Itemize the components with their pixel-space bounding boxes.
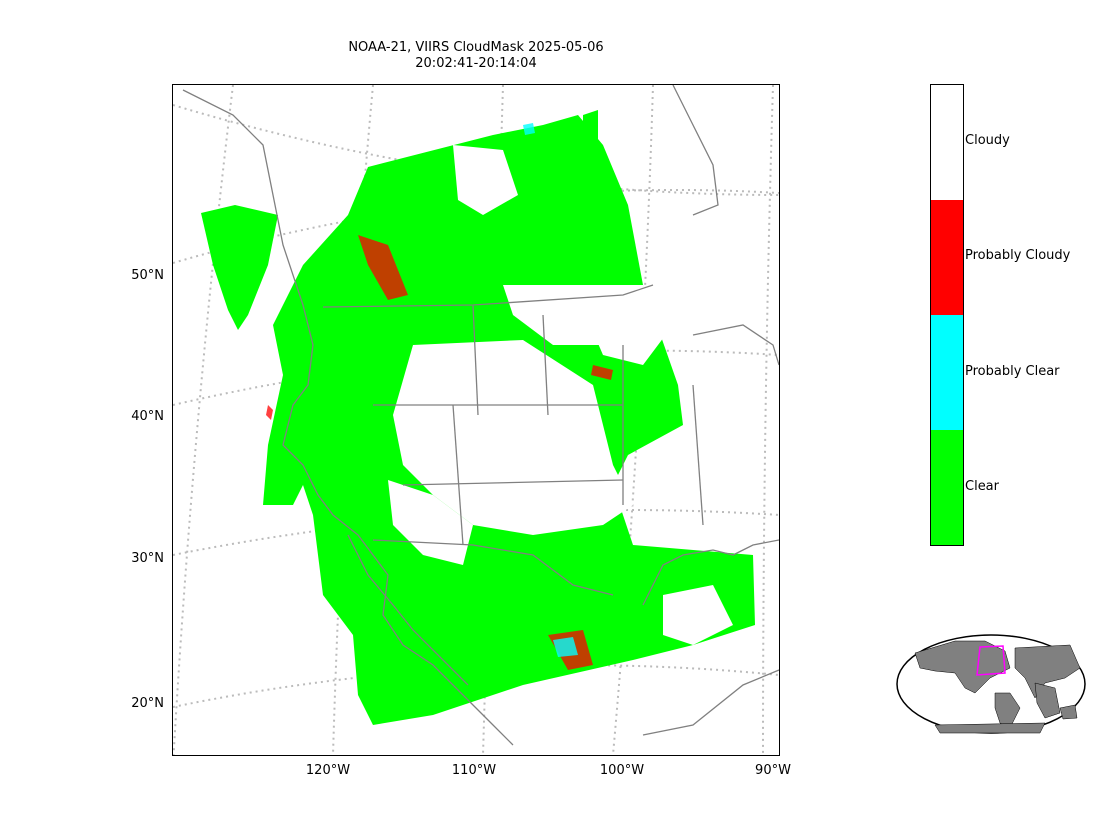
gulf-coast (642, 539, 779, 606)
state-line-7 (452, 404, 464, 546)
west-coast (182, 89, 514, 746)
inset-canvas (896, 634, 1086, 734)
colorbar-segment-cloudy (931, 85, 963, 200)
colorbar-label-probably-clear: Probably Clear (965, 364, 1060, 379)
state-line-4 (402, 479, 624, 486)
colorbar-label-cloudy: Cloudy (965, 133, 1010, 148)
state-line-6 (692, 384, 704, 526)
inset-world-map (895, 633, 1087, 735)
great-lakes (692, 324, 779, 366)
lon-label-90w: 90°W (755, 763, 791, 778)
state-line-2 (542, 314, 549, 416)
caribbean-coast (642, 669, 779, 736)
colorbar-label-probably-cloudy: Probably Cloudy (965, 248, 1071, 263)
us-mexico-border (372, 539, 614, 596)
colorbar-segment-clear (931, 430, 963, 545)
lat-label-20: 20°N (131, 696, 164, 711)
colorbar-segment-probably-clear (931, 315, 963, 430)
colorbar-label-clear: Clear (965, 479, 999, 494)
baja-peninsula (347, 534, 469, 686)
lat-label-40: 40°N (131, 409, 164, 424)
coastlines-and-borders (182, 85, 779, 746)
map-panel (172, 84, 780, 756)
map-title: NOAA-21, VIIRS CloudMask 2025-05-06 20:0… (172, 40, 780, 72)
lat-label-30: 30°N (131, 551, 164, 566)
us-canada-border (322, 284, 654, 308)
hudson-bay-coast (672, 85, 719, 216)
cloudmask-swath (201, 110, 755, 725)
inset-region-box (976, 645, 1006, 676)
swath-clear-northeast (583, 110, 598, 140)
cloud-region-northern (453, 145, 518, 215)
colorbar-segment-probably-cloudy (931, 200, 963, 315)
colorbar (930, 84, 964, 546)
lon-label-110w: 110°W (451, 763, 497, 778)
lat-label-50: 50°N (131, 268, 164, 283)
title-line-2: 20:02:41-20:14:04 (415, 56, 537, 71)
swath-clear-west-strip (201, 205, 278, 330)
graticule (173, 85, 779, 755)
cloud-region-central (393, 340, 633, 535)
lon-label-100w: 100°W (599, 763, 645, 778)
probably-clear-areas (523, 123, 578, 657)
inset-land (914, 640, 1081, 734)
state-line-1 (472, 304, 479, 416)
cloud-region-gulf (663, 585, 733, 645)
cloud-region-north-east (573, 285, 673, 365)
map-canvas (173, 85, 779, 755)
title-line-1: NOAA-21, VIIRS CloudMask 2025-05-06 (348, 40, 604, 55)
lon-label-120w: 120°W (305, 763, 351, 778)
